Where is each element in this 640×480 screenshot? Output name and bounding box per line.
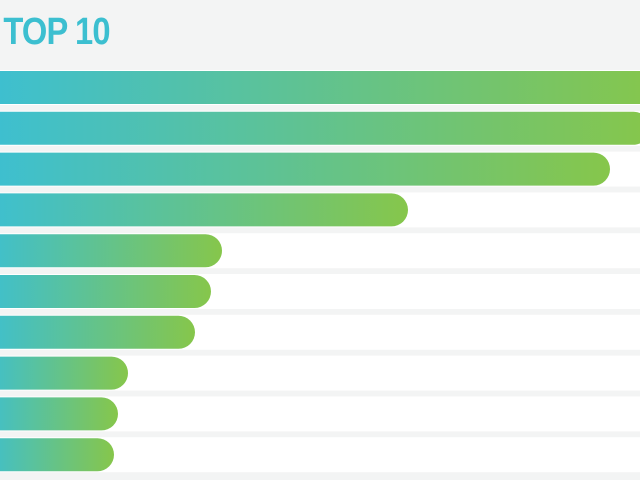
bar	[0, 438, 114, 472]
bar	[0, 356, 128, 390]
rows	[0, 70, 640, 473]
bar	[0, 193, 408, 227]
bar	[0, 111, 640, 145]
chart-title: TOP 10	[3, 10, 109, 53]
bar	[0, 152, 610, 186]
bar	[0, 315, 195, 349]
bar	[0, 275, 211, 308]
bar	[0, 71, 640, 104]
bar	[0, 234, 222, 268]
bar	[0, 397, 118, 431]
